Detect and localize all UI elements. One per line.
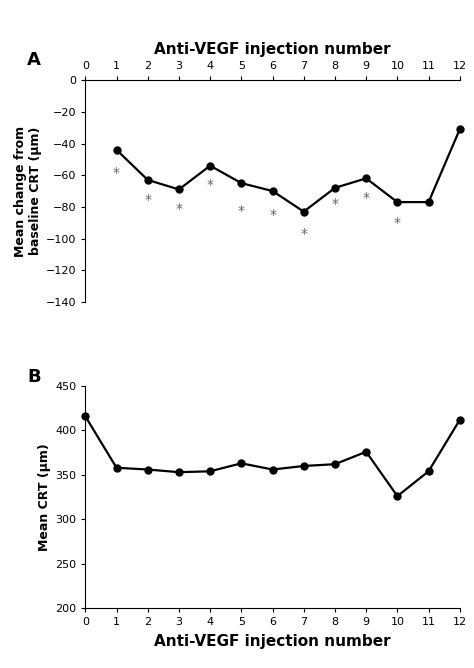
Text: *: *: [175, 202, 182, 216]
Text: *: *: [207, 178, 214, 192]
Text: *: *: [269, 208, 276, 222]
Text: *: *: [238, 204, 245, 218]
Text: *: *: [394, 216, 401, 230]
Y-axis label: Mean CRT (μm): Mean CRT (μm): [38, 443, 51, 551]
Text: *: *: [331, 197, 338, 211]
Text: *: *: [300, 227, 307, 241]
Text: A: A: [27, 51, 41, 69]
Text: *: *: [363, 191, 370, 205]
Text: B: B: [27, 369, 41, 386]
Y-axis label: Mean change from
baseline CRT (μm): Mean change from baseline CRT (μm): [14, 126, 42, 257]
Text: *: *: [144, 192, 151, 206]
X-axis label: Anti-VEGF injection number: Anti-VEGF injection number: [154, 634, 391, 649]
X-axis label: Anti-VEGF injection number: Anti-VEGF injection number: [154, 42, 391, 57]
Text: *: *: [113, 166, 120, 180]
